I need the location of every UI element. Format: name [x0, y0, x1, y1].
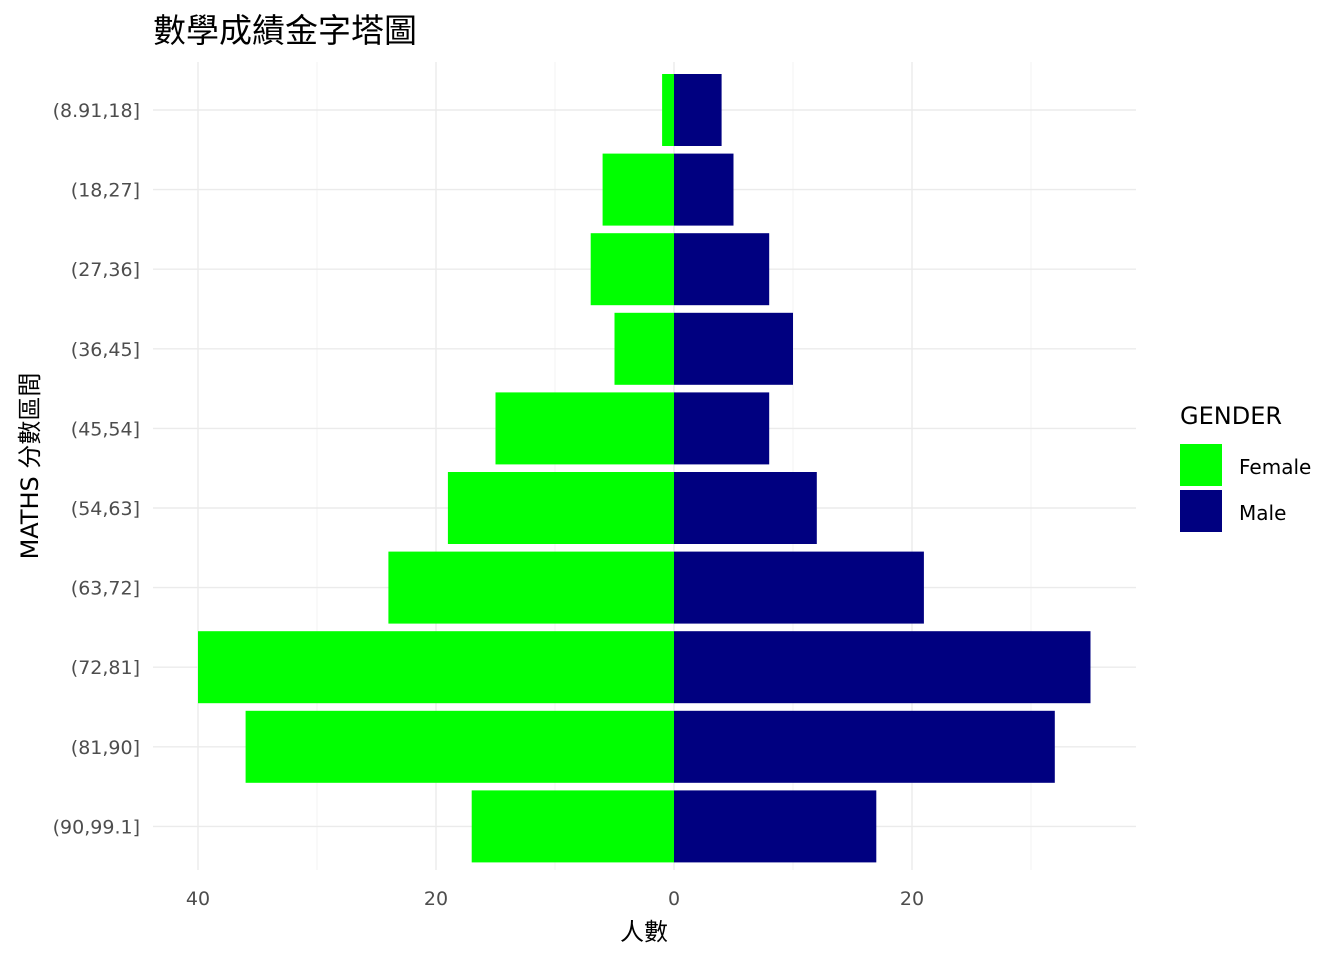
legend-label-male: Male [1239, 501, 1286, 525]
y-tick-label: (54,63] [71, 498, 140, 520]
x-tick-label: 40 [186, 888, 210, 910]
x-tick-label: 20 [900, 888, 924, 910]
bar-female [602, 153, 674, 226]
y-tick-label: (36,45] [71, 339, 140, 361]
bar-female [245, 710, 674, 783]
bar-male [674, 153, 734, 226]
bar-male [674, 710, 1055, 783]
bar-male [674, 74, 722, 146]
bar-female [388, 551, 674, 624]
chart-title: 數學成績金字塔圖 [153, 11, 417, 50]
legend-title: GENDER [1180, 402, 1282, 430]
y-tick-label: (27,36] [71, 259, 140, 281]
x-axis-label: 人數 [620, 918, 668, 946]
bar-male [674, 392, 770, 465]
bar-female [590, 233, 674, 306]
x-tick-labels: 40 20 0 20 [186, 888, 924, 910]
legend-label-female: Female [1239, 455, 1311, 479]
y-tick-label: (90,99.1] [53, 816, 140, 838]
bar-female [614, 312, 674, 385]
bar-female [447, 472, 674, 544]
bar-male [674, 233, 770, 306]
bar-male [674, 631, 1091, 704]
y-tick-label: (8.91,18] [53, 100, 140, 122]
bar-male [674, 790, 877, 863]
x-tick-label: 0 [668, 888, 680, 910]
legend-key-male [1180, 490, 1222, 532]
bar-female [662, 74, 674, 146]
y-tick-label: (72,81] [71, 657, 140, 679]
bar-female [471, 790, 674, 863]
bar-male [674, 312, 793, 385]
bar-female [198, 631, 674, 704]
y-tick-labels: (8.91,18] (18,27] (27,36] (36,45] (45,54] (54… [53, 100, 140, 838]
y-tick-label: (18,27] [71, 180, 140, 202]
bar-female [495, 392, 674, 465]
legend-key-female [1180, 444, 1222, 486]
y-tick-label: (63,72] [71, 578, 140, 600]
bars-layer [198, 74, 1091, 863]
y-tick-label: (45,54] [71, 418, 140, 440]
bar-male [674, 551, 924, 624]
x-tick-label: 20 [424, 888, 448, 910]
y-tick-label: (81,90] [71, 737, 140, 759]
y-axis-label: MATHS 分數區間 [16, 373, 44, 560]
bar-male [674, 472, 817, 544]
legend: GENDER Female Male [1180, 402, 1311, 532]
